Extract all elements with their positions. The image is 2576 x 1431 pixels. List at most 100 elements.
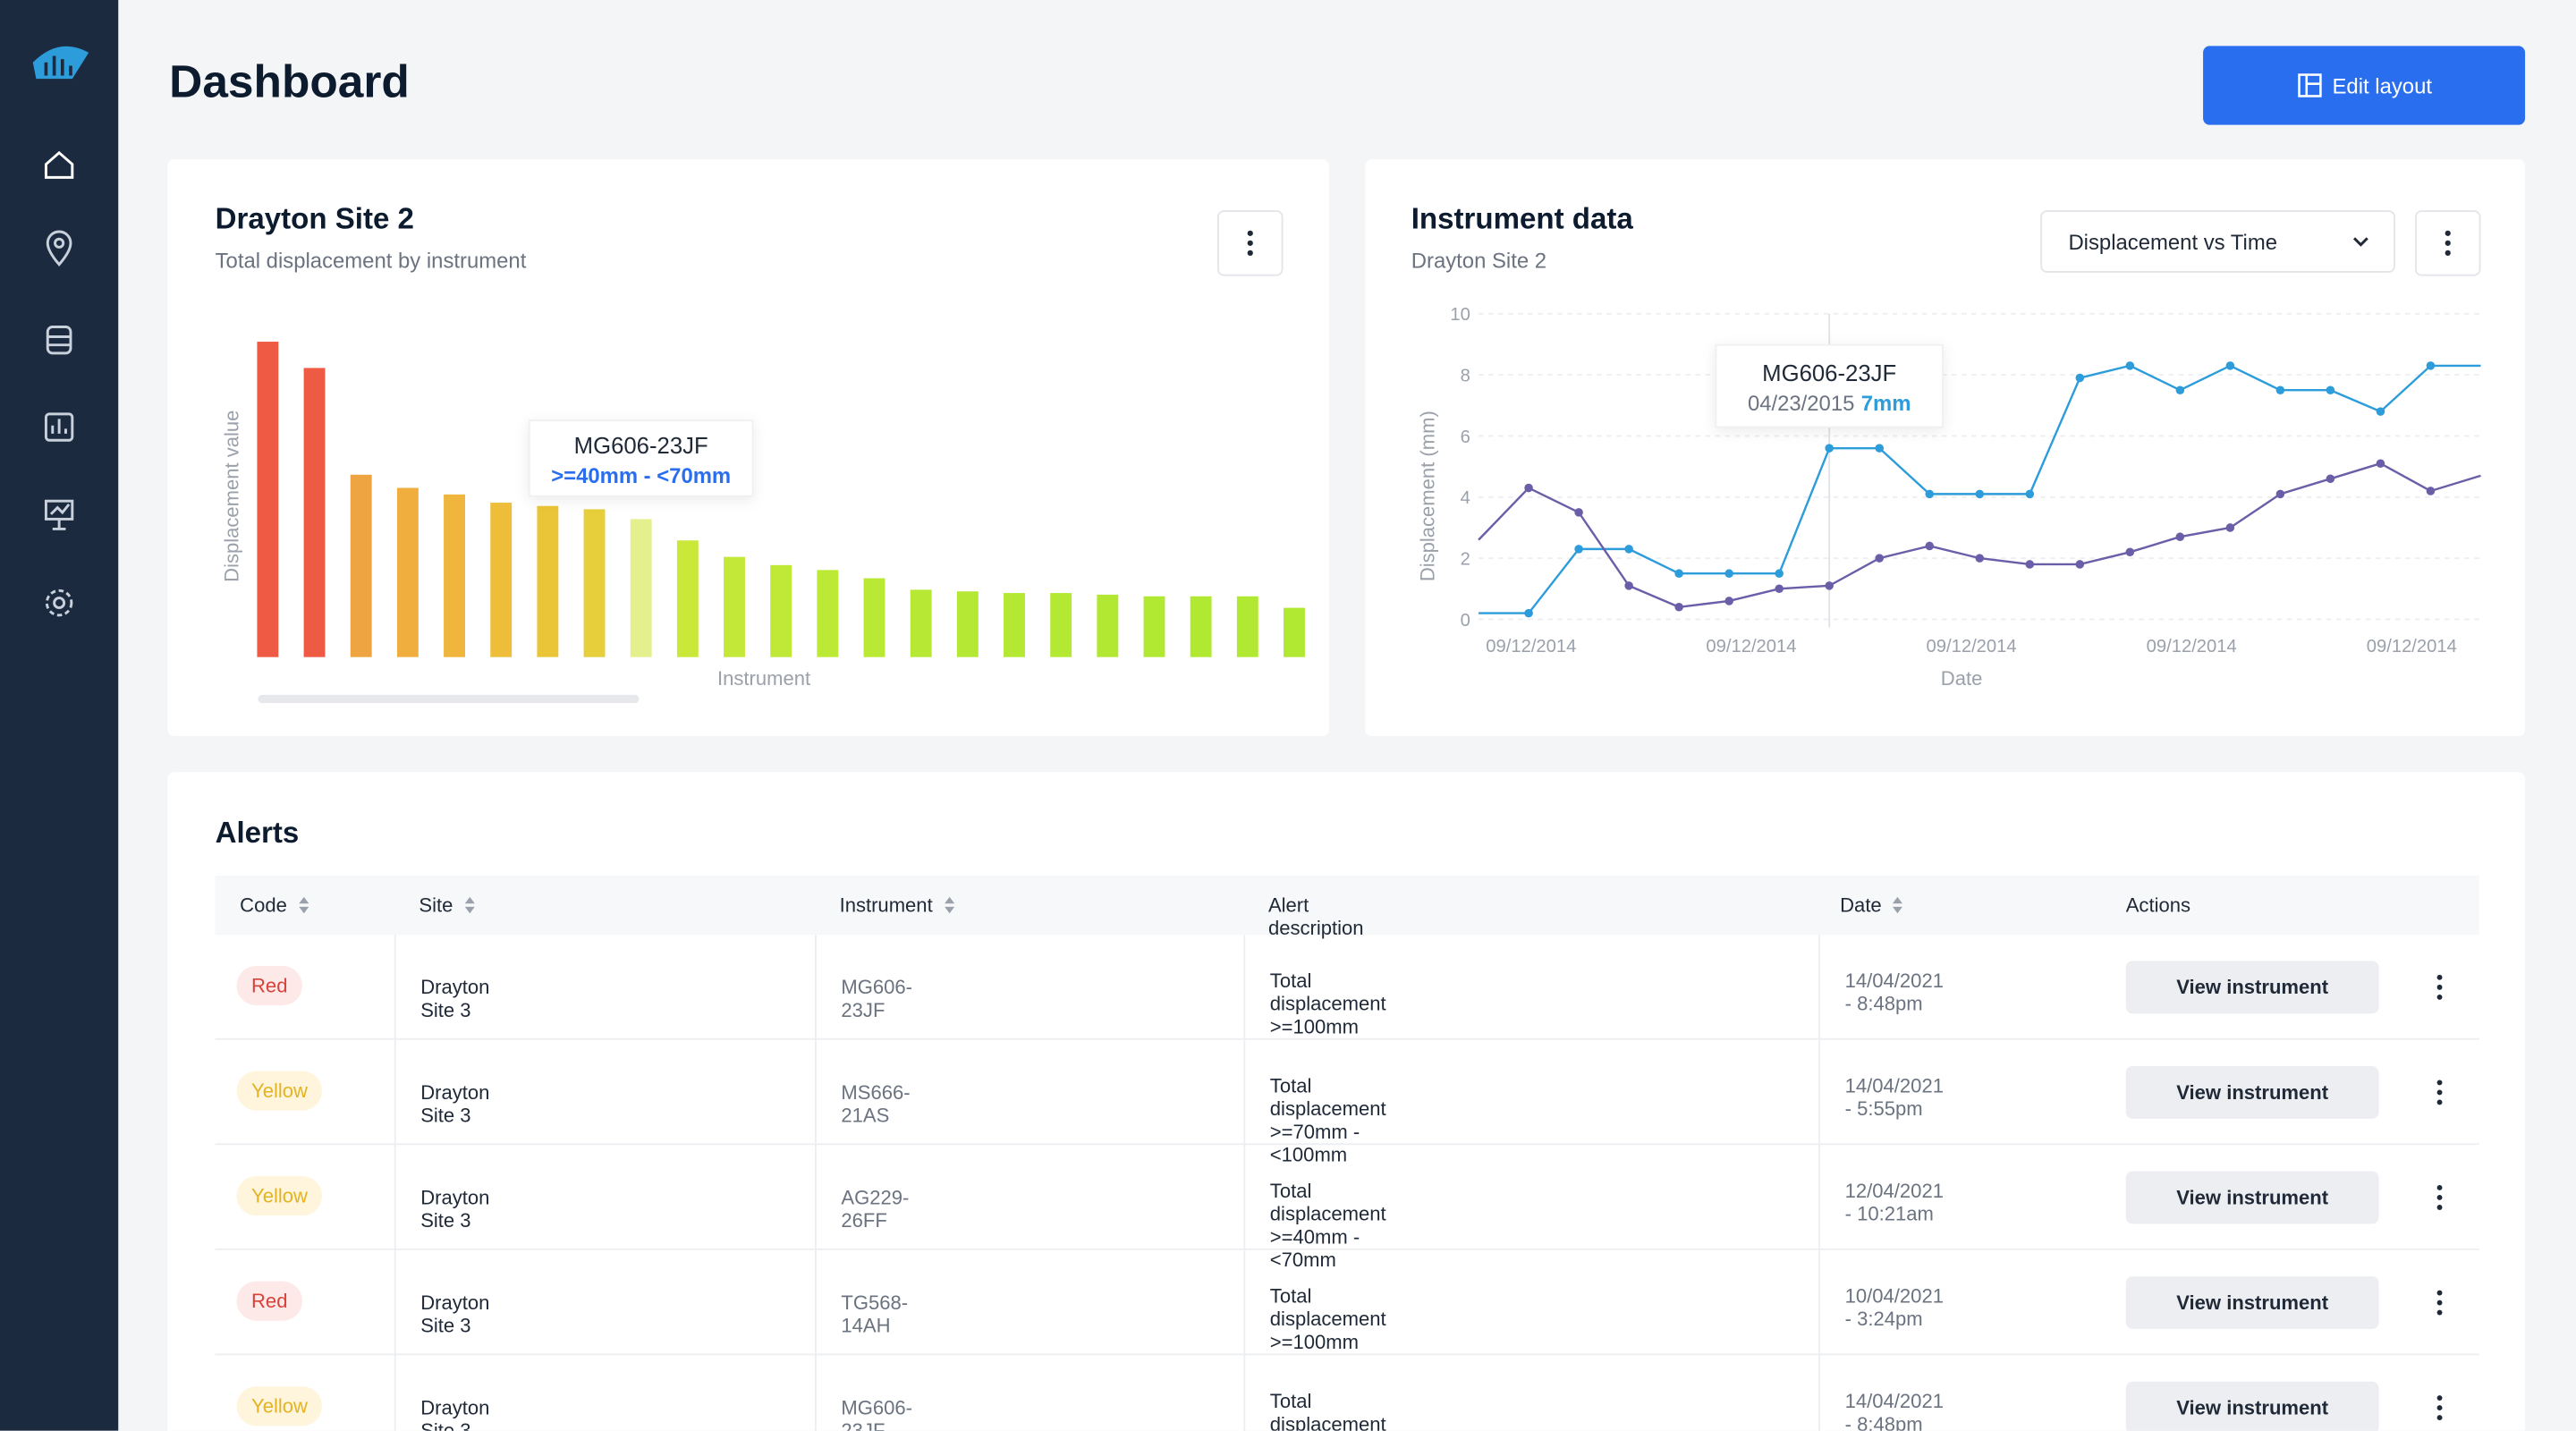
sidebar (0, 0, 119, 1431)
column-header[interactable]: Date (1840, 893, 1904, 917)
sort-down (1893, 906, 1903, 914)
column-divider (1818, 935, 1821, 1431)
dot (2436, 1415, 2443, 1421)
chevron (2352, 237, 2368, 247)
dot (2436, 1405, 2443, 1411)
dot (2436, 994, 2443, 1000)
view-button[interactable]: View instrument (2125, 1276, 2379, 1329)
card-menu[interactable] (2414, 210, 2481, 276)
dot (2436, 1205, 2443, 1210)
column-header[interactable]: Instrument (840, 893, 956, 917)
instrument-cell: MS666-21AS (841, 1080, 911, 1127)
site-cell: Drayton Site 3 (420, 1396, 490, 1431)
column-label: Date (1840, 893, 1882, 917)
dot (2436, 1185, 2443, 1190)
column-divider (815, 935, 817, 1431)
chart-dropdown[interactable]: Displacement vs Time (2040, 210, 2395, 273)
point (1875, 554, 1884, 563)
x-tick-label: 09/12/2014 (2367, 637, 2457, 656)
sort-up (944, 896, 954, 904)
point (1624, 581, 1633, 590)
bar (676, 540, 699, 657)
card-subtitle: Drayton Site 2 (1411, 248, 1547, 273)
x-tick-label: 09/12/2014 (1486, 637, 1576, 656)
tooltip-date: 04/23/2015 (1748, 392, 1854, 416)
row-menu[interactable] (2428, 1181, 2452, 1215)
dot (2436, 1195, 2443, 1200)
point (2326, 474, 2335, 484)
scrollbar (258, 694, 640, 704)
bar (303, 368, 326, 657)
instrument-cell: AG229-26FF (841, 1186, 910, 1232)
bar (1143, 596, 1165, 657)
row-divider (215, 1037, 2479, 1040)
row-menu[interactable] (2428, 1286, 2452, 1319)
point (1674, 569, 1683, 578)
view-button[interactable]: View instrument (2125, 1066, 2379, 1119)
row-menu[interactable] (2428, 1392, 2452, 1425)
y-tick-label: 4 (1461, 488, 1470, 508)
bar (1050, 593, 1072, 657)
column-label: Alert description (1267, 893, 1364, 940)
column-header[interactable]: Site (419, 893, 476, 917)
bar-chart: Displacement value Instrument MG606-23JF >=… (220, 342, 1352, 704)
point (1724, 597, 1733, 605)
bar (1330, 619, 1352, 656)
y-tick-label: 0 (1461, 611, 1470, 631)
point (1574, 508, 1583, 517)
card-menu[interactable] (1217, 210, 1284, 276)
view-button[interactable]: View instrument (2125, 1381, 2379, 1431)
description-cell: Total displacement >=40mm - <70mm (1269, 1389, 1386, 1431)
code-badge: Red (236, 965, 302, 1006)
sidebar-icons (32, 46, 89, 617)
code-badge: Yellow (236, 1071, 323, 1111)
point (2326, 385, 2335, 394)
bar (583, 509, 606, 657)
point (1825, 444, 1834, 453)
alerts-title: Alerts (215, 816, 300, 850)
point (1524, 483, 1533, 493)
view-button[interactable]: View instrument (2125, 961, 2379, 1014)
row-divider (215, 1248, 2479, 1250)
sort-up (298, 896, 309, 904)
point (1775, 569, 1784, 578)
tooltip-value: 7mm (1861, 392, 1911, 416)
dot (2436, 1300, 2443, 1306)
bar (724, 556, 745, 657)
edit-layout-button[interactable]: Edit layout (2203, 46, 2526, 125)
dot (2436, 1089, 2443, 1096)
button-label: Edit layout (2332, 72, 2432, 98)
bar (630, 519, 652, 657)
point (1574, 545, 1583, 554)
y-axis-label: Displacement value (220, 411, 242, 582)
x-axis-label: Date (1941, 667, 1983, 690)
point (1875, 444, 1884, 453)
column-header[interactable]: Code (240, 893, 309, 917)
bar (863, 578, 886, 657)
view-button[interactable]: View instrument (2125, 1171, 2379, 1224)
x-axis-label: Instrument (717, 667, 810, 690)
row-menu[interactable] (2428, 1076, 2452, 1109)
card-subtitle: Total displacement by instrument (215, 248, 527, 273)
y-tick-label: 6 (1461, 428, 1470, 447)
row-divider (215, 1353, 2479, 1356)
sort-down (298, 906, 309, 914)
line-chart: 0 2 4 6 8 10 09/12/2014 09/12/2014 09/12/2014 09/… (1416, 305, 2481, 690)
row-menu[interactable] (2428, 971, 2452, 1004)
point (2125, 361, 2135, 370)
site-cell: Drayton Site 3 (420, 1291, 490, 1338)
code-badge: Yellow (236, 1176, 323, 1216)
dots (2445, 230, 2451, 256)
card-title: Drayton Site 2 (215, 201, 414, 235)
bar (770, 564, 792, 657)
bar (396, 487, 419, 657)
bar (1097, 594, 1119, 657)
site-cell: Drayton Site 3 (420, 1080, 490, 1127)
bar (350, 474, 372, 657)
point (2426, 361, 2436, 370)
column-label: Site (419, 893, 453, 917)
site-cell: Drayton Site 3 (420, 976, 490, 1022)
